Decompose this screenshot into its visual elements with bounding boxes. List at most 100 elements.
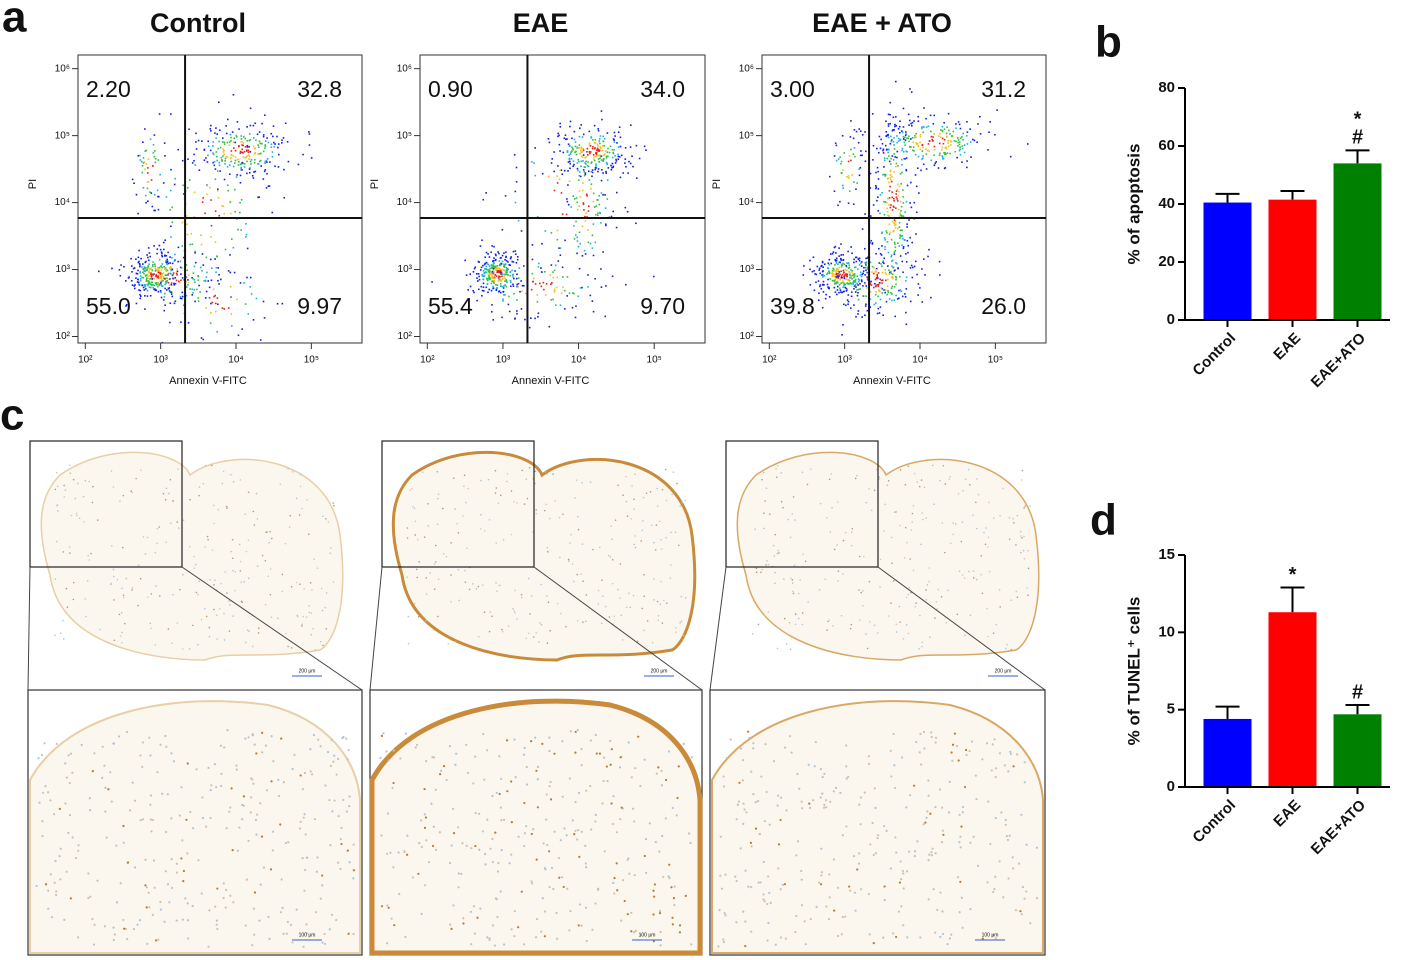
event-dot [851, 174, 853, 176]
cell-dot [416, 577, 418, 579]
cell-dot [547, 551, 549, 553]
cell-dot [163, 921, 165, 923]
event-dot [837, 264, 839, 266]
event-dot [892, 221, 894, 223]
event-dot [959, 141, 961, 143]
cell-dot [908, 465, 910, 467]
event-dot [598, 161, 600, 163]
event-dot [636, 177, 638, 179]
event-dot [847, 303, 849, 305]
event-dot [236, 174, 238, 176]
cell-dot [969, 908, 971, 910]
cell-dot [303, 813, 305, 815]
cell-dot [962, 927, 964, 929]
x-tick-label: Control [1189, 330, 1239, 380]
cell-dot [285, 543, 287, 545]
event-dot [584, 250, 586, 252]
cell-dot [280, 737, 282, 739]
cell-dot [497, 870, 499, 872]
event-dot [240, 182, 242, 184]
cell-dot [349, 795, 351, 797]
event-dot [597, 213, 599, 215]
event-dot [161, 277, 163, 279]
cell-dot [229, 630, 231, 632]
event-dot [899, 212, 901, 214]
cell-dot [92, 486, 94, 488]
tissue-zoom [372, 701, 700, 953]
cell-dot [790, 537, 792, 539]
event-dot [618, 146, 620, 148]
cell-dot [920, 763, 922, 765]
cell-dot [317, 739, 319, 741]
cell-dot [449, 862, 451, 864]
event-dot [585, 163, 587, 165]
event-dot [896, 196, 898, 198]
cell-dot [50, 873, 52, 875]
event-dot [241, 151, 243, 153]
event-dot [906, 323, 908, 325]
cell-dot [1029, 922, 1031, 924]
event-dot [194, 266, 196, 268]
event-dot [939, 155, 941, 157]
event-dot [619, 156, 621, 158]
cell-dot [790, 577, 792, 579]
cell-dot [602, 780, 604, 782]
cell-dot [631, 776, 633, 778]
cell-dot [205, 825, 207, 827]
cell-dot [176, 863, 178, 865]
cell-dot [529, 613, 531, 615]
event-dot [195, 141, 197, 143]
cell-dot [856, 868, 858, 870]
event-dot [594, 278, 596, 280]
cell-dot [256, 814, 258, 816]
event-dot [835, 276, 837, 278]
event-dot [492, 286, 494, 288]
event-dot [904, 158, 906, 160]
bar [1204, 719, 1252, 787]
event-dot [901, 172, 903, 174]
event-dot [196, 148, 198, 150]
event-dot [976, 141, 978, 143]
event-dot [926, 153, 928, 155]
event-dot [893, 159, 895, 161]
event-dot [543, 282, 545, 284]
cell-dot [942, 830, 944, 832]
event-dot [913, 150, 915, 152]
event-dot [890, 163, 892, 165]
cell-dot [268, 938, 270, 940]
event-dot [855, 266, 857, 268]
event-dot [263, 151, 265, 153]
event-dot [927, 150, 929, 152]
event-dot [843, 284, 845, 286]
cell-dot [159, 744, 161, 746]
cell-dot [213, 505, 215, 507]
event-dot [922, 155, 924, 157]
cell-dot [823, 804, 825, 806]
cell-dot [437, 616, 439, 618]
event-dot [582, 225, 584, 227]
event-dot [210, 259, 212, 261]
cell-dot [268, 542, 270, 544]
cell-dot [634, 473, 636, 475]
event-dot [160, 249, 162, 251]
event-dot [885, 273, 887, 275]
cell-dot [140, 578, 142, 580]
cell-dot [347, 749, 349, 751]
event-dot [567, 151, 569, 153]
event-dot [917, 294, 919, 296]
cell-dot [999, 515, 1001, 517]
event-dot [513, 293, 515, 295]
event-dot [241, 138, 243, 140]
cell-dot [922, 641, 924, 643]
event-dot [487, 263, 489, 265]
cell-dot [299, 583, 301, 585]
cell-dot [546, 844, 548, 846]
event-dot [148, 263, 150, 265]
cell-dot [905, 806, 907, 808]
cell-dot [975, 502, 977, 504]
event-dot [142, 271, 144, 273]
event-dot [848, 301, 850, 303]
event-dot [835, 291, 837, 293]
y-tick-label: 20 [1158, 253, 1175, 270]
cell-dot [41, 754, 43, 756]
